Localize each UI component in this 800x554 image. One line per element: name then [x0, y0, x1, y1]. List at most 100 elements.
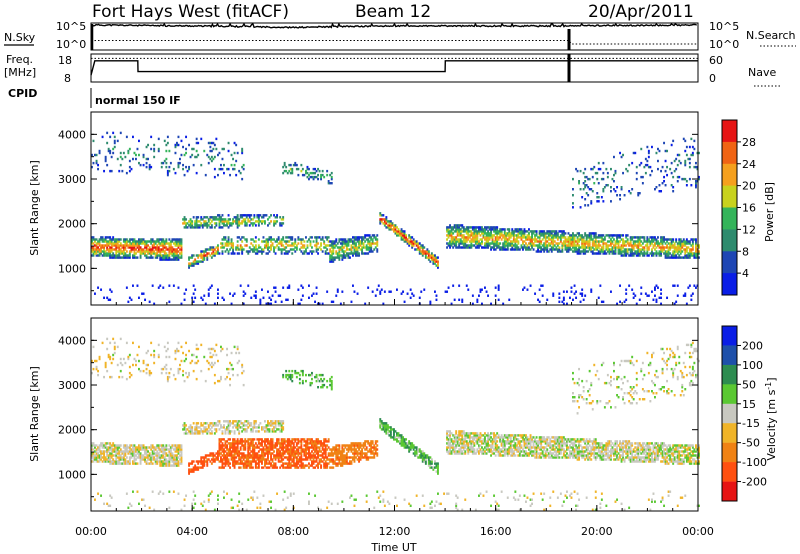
heat-cell: [581, 294, 584, 297]
heat-cell: [130, 244, 133, 247]
heat-cell: [239, 456, 242, 459]
heat-cell: [194, 468, 197, 471]
heat-cell: [415, 248, 418, 251]
heat-cell: [113, 254, 116, 257]
heat-cell: [681, 240, 684, 243]
heat-cell: [162, 460, 165, 463]
heat-cell: [226, 452, 229, 455]
heat-cell: [496, 242, 499, 245]
heat-cell: [192, 432, 195, 435]
heat-cell: [388, 222, 391, 225]
heat-cell: [104, 254, 107, 257]
heat-cell: [626, 240, 629, 243]
heat-cell: [267, 454, 269, 457]
heat-cell: [210, 284, 213, 287]
heat-cell: [125, 238, 128, 241]
heat-cell: [499, 230, 502, 233]
heat-cell: [244, 424, 247, 427]
heat-cell: [619, 240, 622, 243]
heat-cell: [268, 424, 271, 427]
heat-cell: [644, 240, 647, 243]
heat-cell: [122, 248, 125, 251]
heat-cell: [434, 258, 436, 261]
heat-cell: [112, 254, 115, 257]
heat-cell: [247, 498, 250, 501]
heat-cell: [232, 458, 235, 461]
heat-cell: [644, 163, 647, 167]
heat-cell: [543, 236, 546, 239]
heat-cell: [128, 240, 131, 243]
heat-cell: [635, 236, 638, 239]
heat-cell: [616, 242, 619, 245]
heat-cell: [230, 506, 233, 510]
heat-cell: [132, 490, 134, 493]
heat-cell: [450, 240, 453, 243]
heat-cell: [658, 190, 661, 193]
heat-cell: [153, 353, 156, 357]
heat-cell: [576, 248, 579, 251]
heat-cell: [233, 442, 236, 445]
heat-cell: [543, 244, 546, 247]
heat-cell: [251, 466, 254, 469]
heat-cell: [244, 214, 247, 217]
heat-cell: [235, 424, 238, 427]
heat-cell: [165, 462, 168, 465]
heat-cell: [470, 246, 473, 249]
heat-cell: [584, 240, 587, 243]
heat-cell: [579, 292, 582, 295]
heat-cell: [248, 452, 251, 455]
heat-cell: [166, 248, 169, 251]
heat-cell: [201, 298, 204, 302]
heat-cell: [584, 175, 587, 179]
heat-cell: [291, 169, 294, 173]
heat-cell: [122, 244, 125, 247]
heat-cell: [594, 244, 597, 247]
heat-cell: [174, 242, 177, 245]
heat-cell: [496, 234, 499, 237]
heat-cell: [209, 149, 212, 153]
heat-cell: [399, 234, 402, 237]
heat-cell: [614, 171, 617, 175]
heat-cell: [218, 446, 221, 449]
heat-cell: [669, 246, 672, 249]
heat-cell: [165, 460, 168, 463]
heat-cell: [197, 216, 200, 219]
heat-cell: [239, 426, 242, 429]
heat-cell: [616, 246, 619, 249]
heat-cell: [647, 294, 650, 297]
heat-cell: [295, 246, 298, 249]
heat-cell: [591, 244, 594, 247]
heat-cell: [267, 466, 269, 469]
heat-cell: [254, 224, 257, 227]
heat-cell: [652, 236, 655, 239]
heat-cell: [330, 250, 333, 253]
heat-cell: [174, 256, 177, 259]
heat-cell: [180, 456, 183, 459]
heat-cell: [518, 248, 521, 251]
heat-cell: [572, 244, 574, 247]
heat-cell: [148, 371, 151, 375]
heat-cell: [203, 422, 206, 425]
heat-cell: [230, 367, 233, 371]
heat-cell: [569, 248, 571, 251]
heat-cell: [101, 442, 104, 445]
heat-cell: [614, 250, 617, 253]
heat-cell: [614, 244, 617, 247]
heat-cell: [163, 450, 166, 453]
heat-cell: [145, 254, 148, 257]
heat-cell: [544, 234, 547, 237]
heat-cell: [169, 258, 172, 261]
heat-cell: [380, 220, 383, 223]
heat-cell: [212, 452, 215, 455]
heat-cell: [230, 452, 233, 455]
heat-cell: [185, 222, 188, 225]
heat-cell: [247, 440, 250, 443]
heat-cell: [684, 244, 687, 247]
heat-cell: [452, 226, 455, 229]
heat-cell: [160, 448, 163, 451]
heat-cell: [462, 242, 465, 245]
heat-cell: [122, 238, 125, 241]
heat-cell: [265, 460, 268, 463]
heat-cell: [420, 244, 423, 247]
heat-cell: [644, 171, 647, 175]
